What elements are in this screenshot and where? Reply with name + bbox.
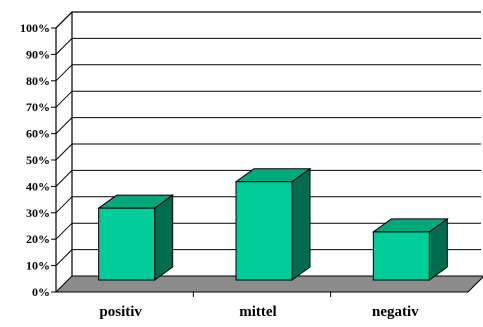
y-tick-label: 50% [26, 153, 50, 167]
y-tick-label: 100% [20, 21, 50, 35]
gridline-side [55, 38, 73, 55]
gridline-side [55, 143, 73, 161]
y-tick-label: 60% [26, 127, 50, 141]
y-tick-label: 80% [26, 74, 50, 88]
gridline-side [55, 222, 73, 240]
gridline-side [55, 64, 73, 82]
y-axis-tick-labels: 0% 10% 20% 30% 40% 50% 60% 70% 80% 90% 100% [20, 21, 50, 299]
gridline-side [55, 117, 73, 134]
bar [97, 194, 175, 281]
y-tick-label: 90% [26, 47, 50, 61]
y-tick-label: 0% [32, 285, 50, 299]
bar-side-face [154, 194, 174, 281]
gridline-side [55, 249, 73, 266]
bar-front-face [235, 181, 293, 281]
bar [371, 217, 449, 281]
x-tick-label: negativ [372, 304, 419, 320]
gridline-side [55, 170, 73, 187]
gridline-side [55, 90, 73, 108]
gridline-side [55, 196, 73, 214]
x-axis-tick-labels: positiv mittel negativ [99, 304, 419, 320]
bar-front-face [98, 207, 156, 281]
y-tick-label: 70% [26, 100, 50, 114]
bar-front-face [372, 231, 430, 281]
bar-side-face [291, 167, 311, 281]
x-tick-label: mittel [239, 304, 276, 320]
gridline-side [55, 11, 73, 29]
y-tick-label: 30% [26, 206, 50, 220]
y-tick-label: 10% [26, 259, 50, 273]
y-tick-label: 40% [26, 179, 50, 193]
bars [97, 167, 449, 281]
bar [234, 167, 312, 281]
y-tick-label: 20% [26, 232, 50, 246]
x-tick-label: positiv [99, 304, 142, 320]
